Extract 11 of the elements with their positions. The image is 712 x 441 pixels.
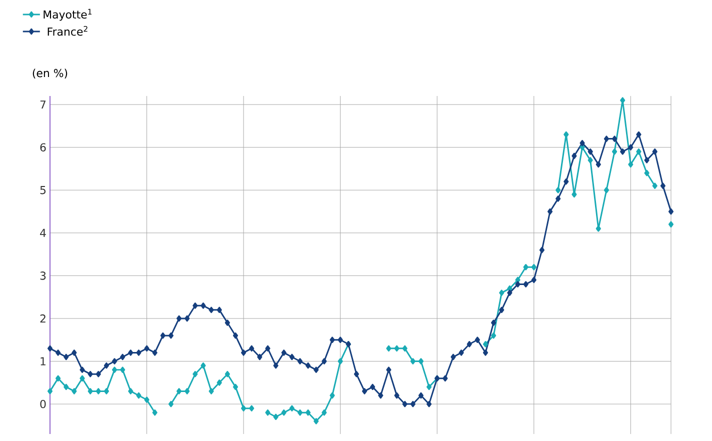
legend-label: France$^{2}$ — [48, 26, 88, 36]
y-tick-label: 3 — [40, 272, 46, 280]
legend-label: Mayotte$^{1}$ — [44, 9, 92, 21]
y-tick-label: 2 — [40, 314, 46, 323]
y-tick-label: 4 — [40, 228, 46, 237]
y-axis-title: (en %) — [32, 68, 68, 79]
y-tick-label: 0 — [40, 400, 46, 408]
y-tick-label: 6 — [40, 143, 46, 152]
y-tick-label: 5 — [40, 186, 46, 194]
y-tick-label: 1 — [40, 357, 46, 366]
y-tick-label: 7 — [40, 100, 46, 109]
